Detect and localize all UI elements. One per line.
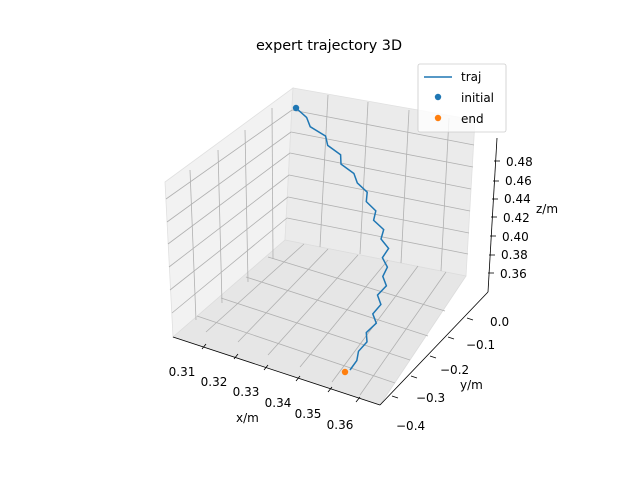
legend: traj initial end bbox=[417, 63, 507, 133]
marker-end bbox=[341, 368, 349, 376]
legend-box bbox=[417, 63, 507, 133]
z-tick-label: 0.48 bbox=[506, 155, 533, 169]
z-axis-label: z/m bbox=[536, 202, 558, 216]
y-axis-label: y/m bbox=[460, 378, 483, 392]
x-tick-labels: 0.31 0.32 0.33 0.34 0.35 0.36 bbox=[169, 365, 354, 432]
z-tick-labels: 0.48 0.46 0.44 0.42 0.40 0.38 0.36 bbox=[500, 155, 533, 281]
y-tick-label: 0.0 bbox=[490, 315, 509, 329]
trajectory-layer bbox=[292, 104, 390, 376]
y-tick-label: −0.4 bbox=[396, 419, 425, 433]
x-tick-label: 0.32 bbox=[201, 375, 228, 389]
chart-title: expert trajectory 3D bbox=[256, 38, 402, 54]
x-tick-label: 0.31 bbox=[169, 365, 196, 379]
tick-marks bbox=[201, 160, 500, 403]
x-axis-label: x/m bbox=[236, 411, 259, 425]
y-tick-label: −0.1 bbox=[466, 338, 495, 352]
legend-label-initial: initial bbox=[461, 91, 494, 105]
marker-initial bbox=[292, 104, 300, 112]
grid-lines bbox=[165, 94, 475, 396]
y-tick-label: −0.3 bbox=[416, 391, 445, 405]
legend-dot-end bbox=[434, 114, 442, 122]
z-tick-label: 0.40 bbox=[502, 230, 529, 244]
axis-lines bbox=[172, 137, 498, 406]
x-tick-label: 0.34 bbox=[265, 396, 292, 410]
z-tick-label: 0.44 bbox=[504, 192, 531, 206]
trajectory-line bbox=[295, 107, 390, 371]
x-tick-label: 0.36 bbox=[327, 418, 354, 432]
legend-label-end: end bbox=[461, 112, 484, 126]
x-tick-label: 0.33 bbox=[233, 385, 260, 399]
legend-label-traj: traj bbox=[461, 70, 481, 84]
z-tick-label: 0.38 bbox=[501, 248, 528, 262]
y-tick-label: −0.2 bbox=[440, 363, 469, 377]
z-tick-label: 0.46 bbox=[505, 174, 532, 188]
y-tick-labels: 0.0 −0.1 −0.2 −0.3 −0.4 bbox=[396, 315, 509, 433]
z-tick-label: 0.36 bbox=[500, 267, 527, 281]
z-tick-label: 0.42 bbox=[503, 211, 530, 225]
legend-dot-initial bbox=[434, 93, 442, 101]
x-tick-label: 0.35 bbox=[295, 407, 322, 421]
